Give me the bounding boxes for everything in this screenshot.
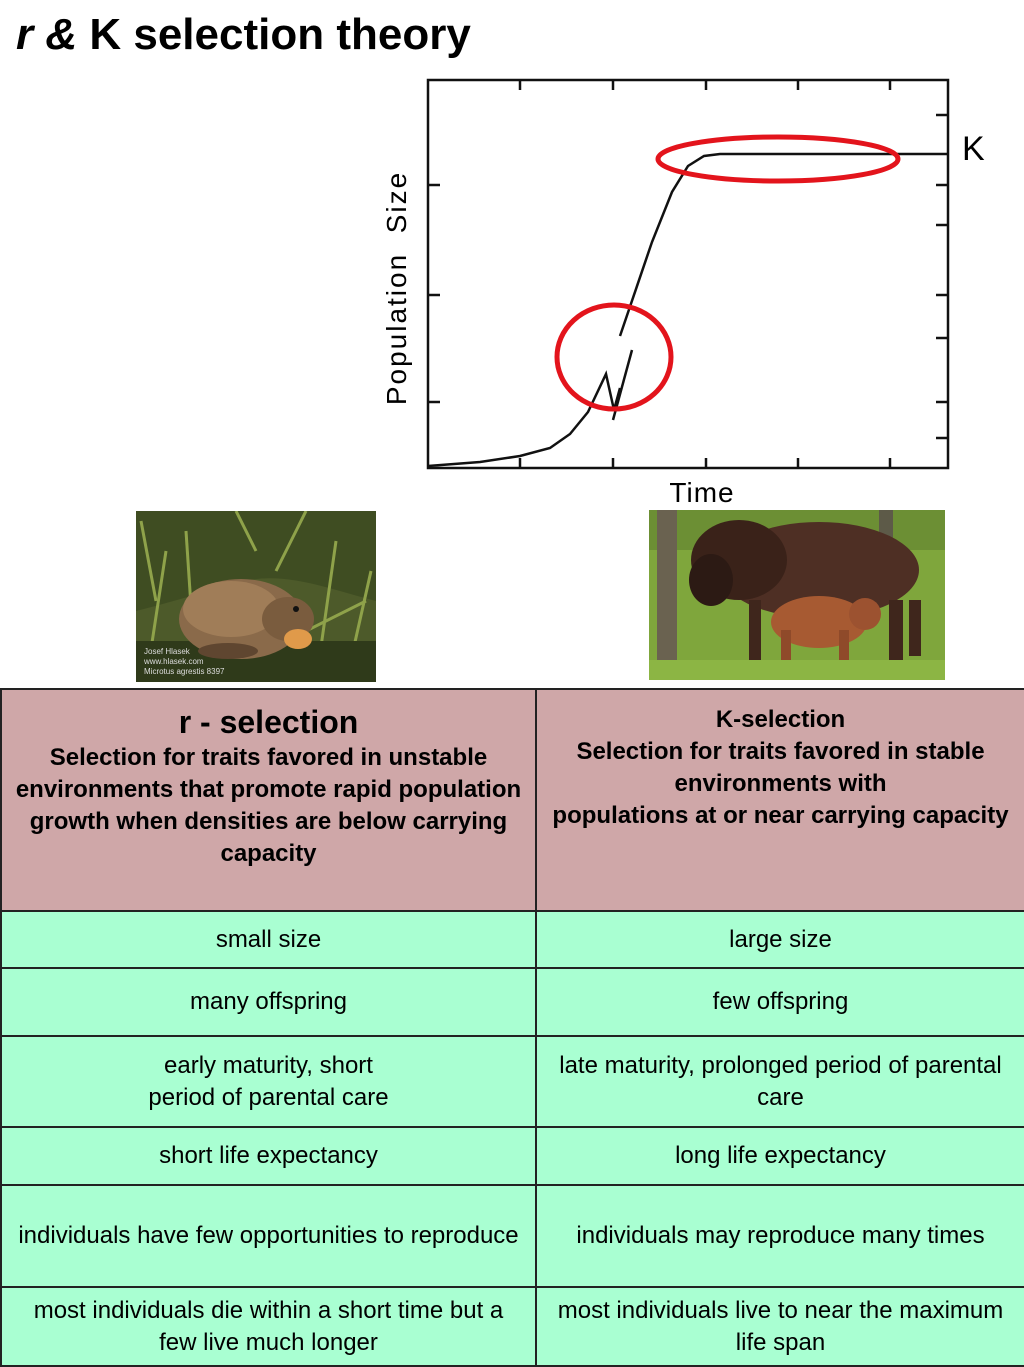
r-selection-header: r - selection Selection for traits favor… [0,688,537,912]
table-row: many offspring few offspring [0,967,1024,1037]
k-selection-description-1: Selection for traits favored in stable e… [576,738,985,797]
table-row: most individuals die within a short time… [0,1286,1024,1367]
k-selection-header: K-selection Selection for traits favored… [535,688,1024,912]
table-row: individuals have few opportunities to re… [0,1184,1024,1288]
vole-photo: Josef Hlasek www.hlasek.com Microtus agr… [136,511,376,682]
y-axis-label: Population Size [381,171,412,405]
page-title: r & K selection theory [16,10,471,60]
r-trait-cell: many offspring [0,967,537,1037]
watermark-line-3: Microtus agrestis 8397 [144,667,225,676]
ticks [428,80,948,468]
population-growth-diagram: K Time Population Size [381,78,985,508]
r-trait-line-2: period of parental care [148,1083,389,1111]
table-header-row: r - selection Selection for traits favor… [0,688,1024,912]
table-row: short life expectancy long life expectan… [0,1126,1024,1186]
k-trait-cell: late maturity, prolonged period of paren… [535,1035,1024,1128]
r-trait-cell: small size [0,910,537,969]
highlight-growth-phase [554,302,674,412]
x-axis-label: Time [669,477,734,508]
r-selection-title: r - selection [178,704,359,740]
k-trait-cell: large size [535,910,1024,969]
title-italic: r & [16,10,78,59]
k-selection-title: K-selection [715,706,846,733]
table-row: small size large size [0,910,1024,969]
growth-curve-lower [427,370,622,468]
r-trait-cell: individuals have few opportunities to re… [0,1184,537,1288]
r-selection-description: Selection for traits favored in unstable… [15,744,522,867]
r-trait-cell: short life expectancy [0,1126,537,1186]
watermark-line-2: www.hlasek.com [143,657,204,666]
k-trait-cell: long life expectancy [535,1126,1024,1186]
growth-curve-upper [618,152,948,337]
k-selection-description-2: populations at or near carrying capacity [552,802,1009,829]
curve-end-label: K [962,130,985,168]
k-trait-cell: individuals may reproduce many times [535,1184,1024,1288]
highlight-plateau [655,134,901,184]
k-trait-cell: most individuals live to near the maximu… [535,1286,1024,1367]
r-trait-line-1: early maturity, short [164,1051,373,1079]
bison-photo [649,510,945,680]
title-rest: K selection theory [77,10,471,59]
r-trait-cell: early maturity, short period of parental… [0,1035,537,1128]
watermark-line-1: Josef Hlasek [144,647,191,656]
r-trait-cell: most individuals die within a short time… [0,1286,537,1367]
k-trait-cell: few offspring [535,967,1024,1037]
plot-frame [426,78,950,470]
selection-comparison-table: r - selection Selection for traits favor… [0,688,1024,1367]
table-row: early maturity, short period of parental… [0,1035,1024,1128]
